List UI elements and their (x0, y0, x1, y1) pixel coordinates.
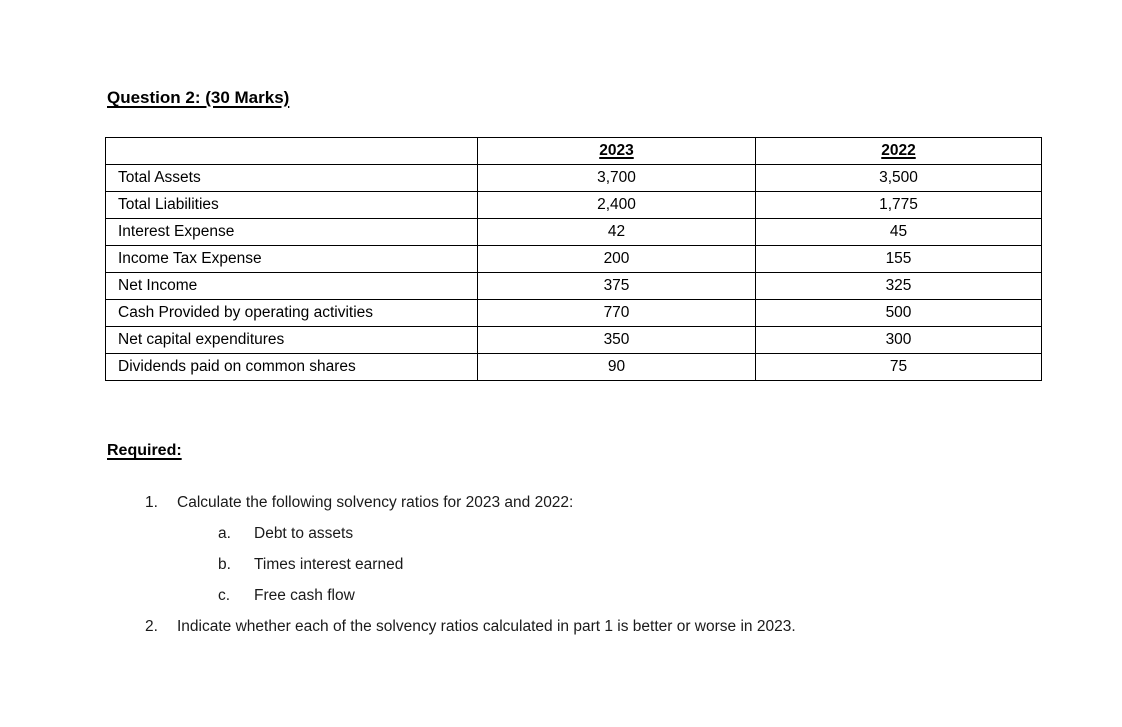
value-2022: 3,500 (755, 164, 1042, 192)
value-2022: 75 (755, 353, 1042, 381)
header-year-2022: 2022 (755, 137, 1042, 165)
subitem-text: Times interest earned (254, 556, 404, 573)
row-label: Net Income (105, 272, 478, 300)
value-2023: 42 (477, 218, 756, 246)
value-2022: 1,775 (755, 191, 1042, 219)
table-row: Income Tax Expense 200 155 (105, 245, 1042, 273)
value-2023: 770 (477, 299, 756, 327)
list-item-text: Calculate the following solvency ratios … (177, 494, 574, 511)
table-row: Interest Expense 42 45 (105, 218, 1042, 246)
subitem-letter: b. (218, 556, 231, 573)
value-2022: 300 (755, 326, 1042, 354)
value-2023: 3,700 (477, 164, 756, 192)
value-2023: 2,400 (477, 191, 756, 219)
row-label: Interest Expense (105, 218, 478, 246)
row-label: Net capital expenditures (105, 326, 478, 354)
subitem-letter: a. (218, 525, 231, 542)
subitem-text: Free cash flow (254, 587, 355, 604)
row-label: Dividends paid on common shares (105, 353, 478, 381)
subitem-letter: c. (218, 587, 231, 604)
row-label: Total Liabilities (105, 191, 478, 219)
table-row: Cash Provided by operating activities 77… (105, 299, 1042, 327)
list-item-text: Indicate whether each of the solvency ra… (177, 618, 796, 635)
value-2023: 90 (477, 353, 756, 381)
subitem-text: Debt to assets (254, 525, 354, 542)
header-year-2023: 2023 (477, 137, 756, 165)
table-row: Net capital expenditures 350 300 (105, 326, 1042, 354)
table-row: Dividends paid on common shares 90 75 (105, 353, 1042, 381)
list-item-number: 1. (145, 494, 158, 511)
table-row: Total Liabilities 2,400 1,775 (105, 191, 1042, 219)
value-2022: 325 (755, 272, 1042, 300)
value-2022: 45 (755, 218, 1042, 246)
value-2023: 375 (477, 272, 756, 300)
table-header-row: 2023 2022 (105, 137, 1042, 165)
header-blank-cell (105, 137, 478, 165)
list-item-number: 2. (145, 618, 158, 635)
value-2023: 200 (477, 245, 756, 273)
financial-data-table: 2023 2022 Total Assets 3,700 3,500 Total… (105, 137, 1042, 381)
question-title: Question 2: (30 Marks) (107, 88, 290, 107)
required-heading: Required: (107, 442, 182, 459)
value-2022: 500 (755, 299, 1042, 327)
row-label: Total Assets (105, 164, 478, 192)
row-label: Income Tax Expense (105, 245, 478, 273)
value-2022: 155 (755, 245, 1042, 273)
table-row: Total Assets 3,700 3,500 (105, 164, 1042, 192)
row-label: Cash Provided by operating activities (105, 299, 478, 327)
table-row: Net Income 375 325 (105, 272, 1042, 300)
value-2023: 350 (477, 326, 756, 354)
